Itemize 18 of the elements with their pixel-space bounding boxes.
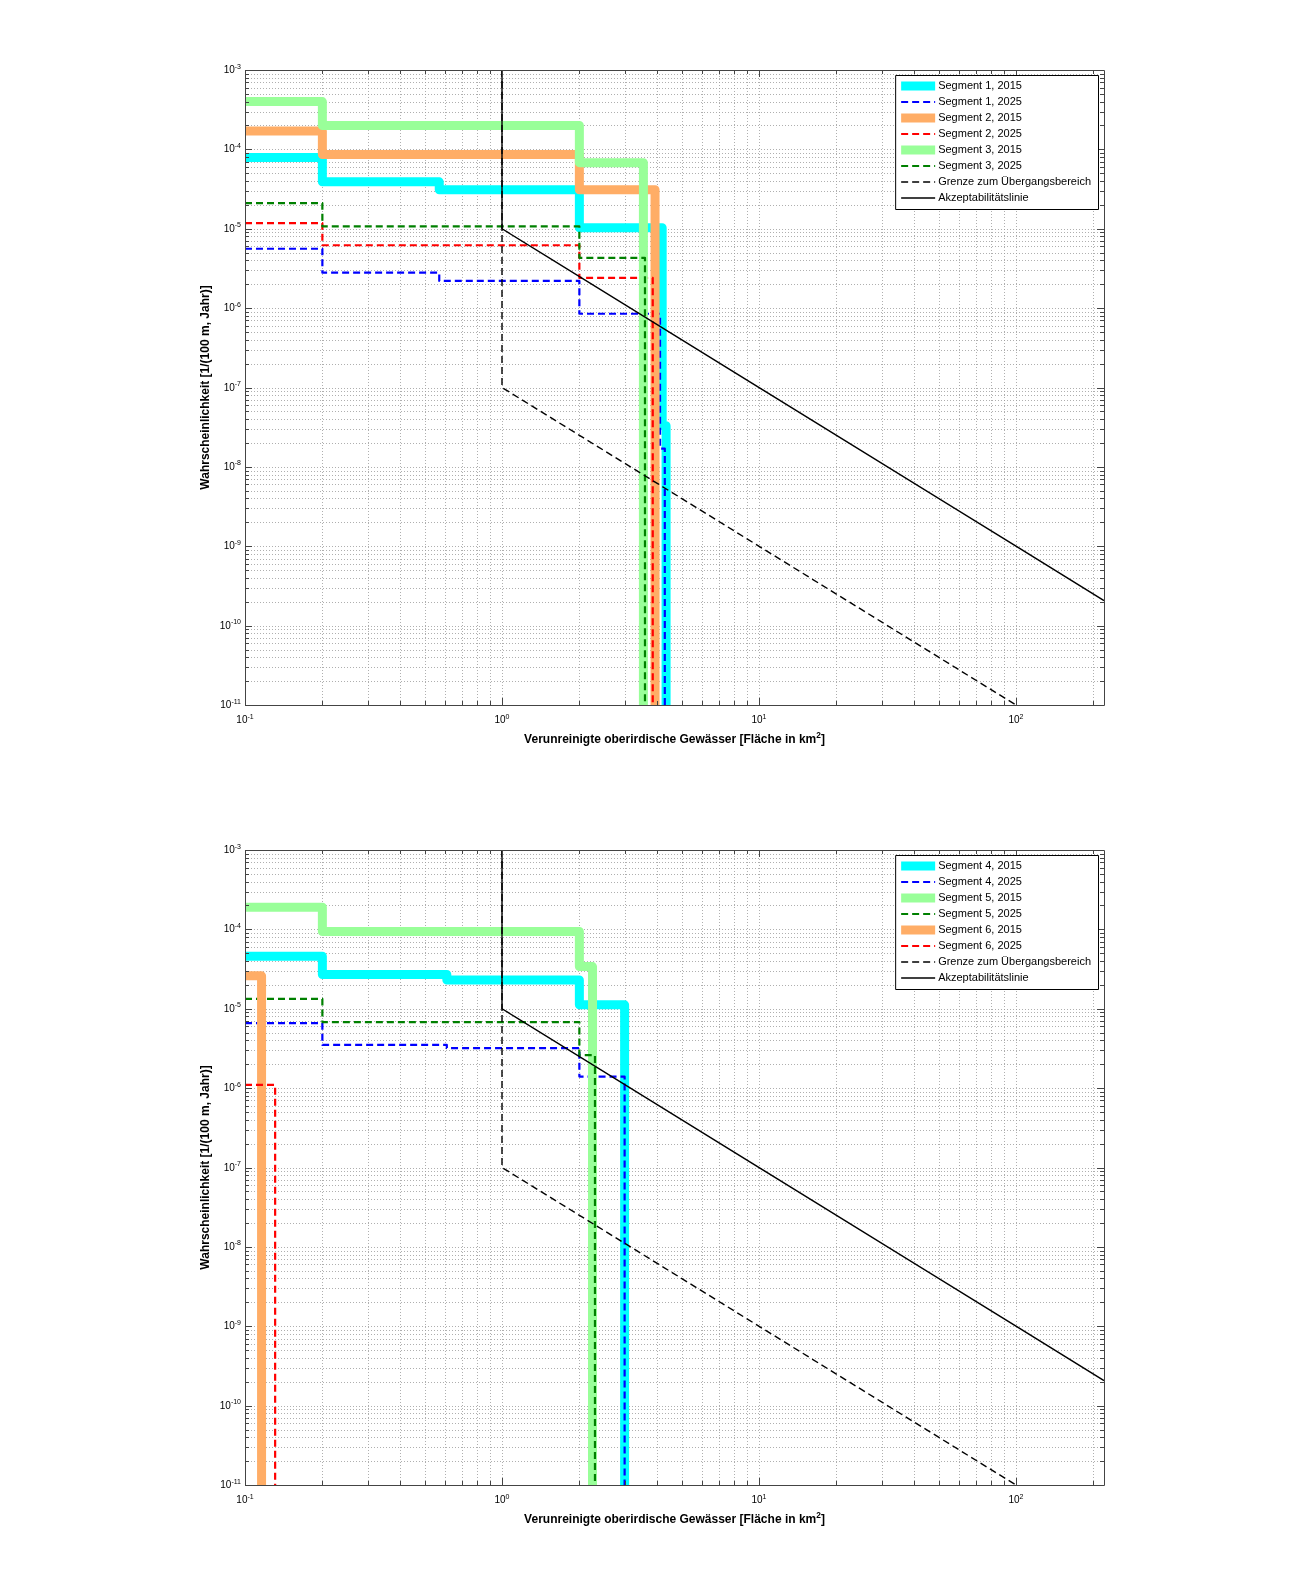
legend-label: Akzeptabilitätslinie — [938, 971, 1029, 984]
legend-label: Segment 1, 2025 — [938, 95, 1022, 108]
legend-label: Segment 4, 2025 — [938, 875, 1022, 888]
legend-label: Segment 5, 2025 — [938, 907, 1022, 920]
legend-label: Segment 3, 2015 — [938, 143, 1022, 156]
legend-label: Segment 6, 2015 — [938, 923, 1022, 936]
legend-label: Segment 1, 2015 — [938, 79, 1022, 92]
legend-label: Akzeptabilitätslinie — [938, 191, 1029, 204]
legend-label: Segment 6, 2025 — [938, 939, 1022, 952]
legend-label: Grenze zum Übergangsbereich — [938, 175, 1091, 188]
legend-label: Grenze zum Übergangsbereich — [938, 955, 1091, 968]
y-axis-title: Wahrscheinlichkeit [1/(100 m, Jahr)] — [198, 1065, 212, 1270]
legend-label: Segment 2, 2015 — [938, 111, 1022, 124]
legend-label: Segment 5, 2015 — [938, 891, 1022, 904]
legend-label: Segment 3, 2025 — [938, 159, 1022, 172]
legend-label: Segment 4, 2015 — [938, 859, 1022, 872]
y-axis-title: Wahrscheinlichkeit [1/(100 m, Jahr)] — [198, 285, 212, 490]
legend-label: Segment 2, 2025 — [938, 127, 1022, 140]
